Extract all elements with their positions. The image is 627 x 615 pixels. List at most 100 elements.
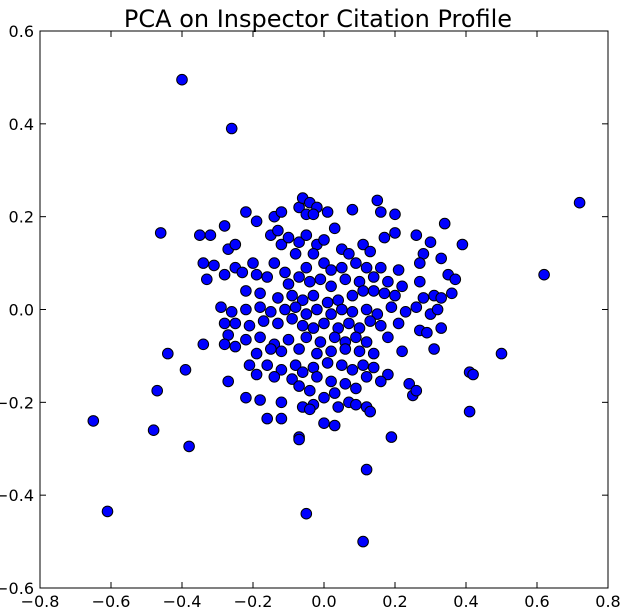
scatter-point	[360, 371, 373, 383]
scatter-point	[243, 319, 256, 332]
scatter-point	[293, 343, 305, 355]
x-tick-label: 0.6	[524, 592, 549, 611]
scatter-point	[346, 364, 359, 376]
scatter-point	[183, 440, 195, 453]
scatter-point	[282, 278, 295, 290]
scatter-point	[573, 196, 586, 209]
y-tick-label: 0.0	[9, 301, 34, 320]
scatter-point	[325, 280, 337, 293]
scatter-point	[289, 301, 302, 314]
scatter-point	[229, 340, 242, 353]
scatter-point	[382, 331, 394, 344]
scatter-point	[318, 391, 330, 404]
scatter-point	[289, 248, 302, 260]
scatter-point	[367, 285, 380, 297]
y-tick-label: 0.2	[9, 208, 34, 227]
scatter-point	[218, 268, 231, 281]
scatter-point	[389, 208, 401, 221]
scatter-point	[339, 378, 352, 390]
scatter-point	[392, 264, 405, 276]
scatter-point	[289, 359, 302, 372]
scatter-point	[438, 217, 451, 230]
scatter-point	[328, 419, 341, 432]
scatter-point	[435, 292, 448, 304]
scatter-point	[414, 257, 426, 269]
scatter-point	[360, 463, 373, 476]
scatter-point	[300, 261, 313, 274]
x-tick-label: 0.4	[453, 592, 478, 611]
scatter-point	[375, 319, 387, 332]
x-tick-label: −0.2	[234, 592, 273, 611]
scatter-point	[467, 368, 479, 381]
scatter-point	[336, 359, 348, 372]
scatter-point	[371, 308, 384, 320]
scatter-point	[431, 303, 444, 316]
scatter-point	[300, 331, 313, 344]
scatter-point	[194, 229, 206, 241]
scatter-point	[176, 73, 188, 86]
scatter-point	[275, 396, 288, 409]
scatter-point	[201, 273, 213, 286]
scatter-point	[254, 394, 266, 406]
scatter-point	[389, 227, 401, 239]
scatter-point	[240, 285, 252, 297]
scatter-point	[218, 220, 231, 232]
scatter-point	[101, 505, 114, 518]
scatter-point	[463, 405, 476, 418]
scatter-point	[385, 301, 398, 314]
scatter-point	[275, 364, 288, 376]
scatter-point	[218, 317, 231, 330]
scatter-point	[410, 384, 423, 397]
scatter-point	[399, 306, 412, 318]
scatter-point	[261, 359, 274, 372]
scatter-point	[154, 227, 167, 239]
scatter-point	[357, 535, 369, 548]
scatter-point	[247, 257, 259, 269]
y-tick-label: −0.2	[0, 393, 34, 412]
scatter-point	[456, 238, 469, 251]
scatter-point	[307, 322, 320, 334]
scatter-point	[392, 317, 405, 330]
scatter-point	[197, 257, 210, 269]
scatter-point	[332, 401, 345, 413]
scatter-point	[147, 424, 160, 437]
scatter-point	[328, 331, 341, 344]
scatter-point	[350, 398, 362, 411]
scatter-point	[321, 296, 334, 309]
scatter-point	[243, 359, 256, 372]
scatter-point	[293, 271, 305, 283]
scatter-point	[421, 326, 433, 339]
scatter-point	[538, 268, 550, 281]
scatter-point	[360, 336, 373, 348]
scatter-point	[272, 224, 284, 237]
scatter-point	[293, 380, 305, 392]
scatter-point	[250, 347, 263, 360]
scatter-point	[250, 215, 263, 228]
scatter-point	[293, 236, 305, 248]
scatter-point	[314, 273, 327, 286]
scatter-point	[357, 359, 369, 372]
scatter-point	[275, 345, 288, 358]
scatter-point	[318, 317, 330, 330]
scatter-point	[304, 384, 316, 397]
scatter-point	[282, 231, 295, 244]
scatter-point	[417, 292, 430, 304]
scatter-point	[222, 375, 234, 388]
x-tick-label: 0.0	[311, 592, 336, 611]
scatter-point	[375, 206, 387, 218]
y-tick-label: −0.4	[0, 486, 34, 505]
scatter-point	[254, 287, 266, 300]
scatter-point	[346, 203, 359, 216]
scatter-point	[272, 317, 284, 330]
scatter-point	[325, 264, 337, 276]
scatter-point	[357, 285, 369, 297]
scatter-point	[396, 280, 408, 293]
scatter-point	[343, 248, 355, 260]
scatter-point	[272, 292, 284, 304]
scatter-point	[300, 308, 313, 320]
scatter-point	[367, 361, 380, 374]
scatter-point	[336, 261, 348, 274]
scatter-point	[215, 301, 227, 314]
scatter-point	[240, 391, 252, 404]
